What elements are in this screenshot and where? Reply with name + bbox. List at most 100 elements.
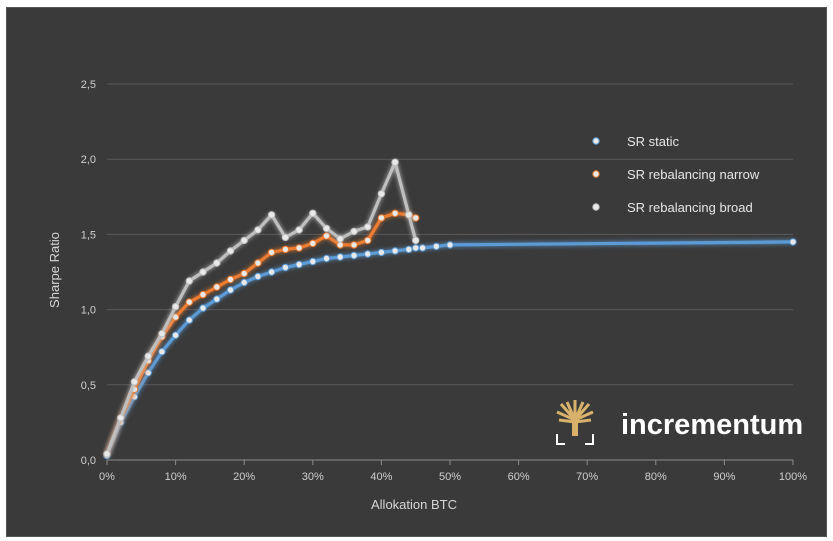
data-point: [336, 253, 344, 261]
gridlines: [107, 83, 793, 461]
x-tick-label: 0%: [99, 471, 115, 483]
y-tick-label: 0,0: [81, 455, 96, 467]
data-point: [144, 352, 152, 360]
y-tick-label: 0,5: [81, 380, 96, 392]
legend-item: SR static: [569, 134, 680, 149]
legend-swatch-marker: [592, 170, 600, 178]
data-point: [240, 278, 248, 287]
data-point: [213, 283, 221, 291]
data-point: [171, 313, 180, 321]
data-point: [213, 259, 221, 267]
legend-swatch-marker: [592, 203, 600, 211]
x-tick-label: 60%: [508, 471, 530, 483]
series-group: [103, 158, 797, 460]
data-point: [254, 272, 262, 281]
data-point: [267, 268, 276, 276]
x-tick-label: 40%: [370, 471, 392, 483]
data-point: [391, 209, 399, 218]
data-point: [364, 236, 372, 245]
data-point: [281, 233, 290, 242]
x-tick-label: 80%: [645, 471, 667, 483]
x-tick-label: 70%: [576, 471, 598, 483]
line-chart: 0,0 0,5 1,0 1,5 2,0 2,5 0% 10% 20% 30% 40% 50% 60% 70…: [47, 79, 808, 512]
axes: 0,0 0,5 1,0 1,5 2,0 2,5 0% 10% 20% 30% 40% 50% 60% 70…: [81, 79, 808, 483]
data-point: [405, 245, 413, 254]
data-point: [199, 268, 207, 276]
data-point: [117, 414, 125, 422]
y-tick-label: 2,0: [81, 154, 96, 166]
x-tick-label: 10%: [165, 471, 187, 483]
legend-item: SR rebalancing broad: [569, 200, 753, 215]
data-point: [364, 223, 372, 231]
data-point: [130, 378, 139, 386]
data-point: [391, 247, 399, 255]
y-axis-title: Sharpe Ratio: [47, 232, 62, 308]
data-point: [226, 247, 235, 255]
data-point: [295, 226, 303, 234]
data-point: [412, 236, 420, 245]
data-point: [350, 251, 358, 260]
legend-label: SR rebalancing narrow: [627, 167, 760, 182]
x-tick-label: 30%: [302, 471, 324, 483]
data-point: [377, 248, 386, 257]
data-point: [322, 232, 331, 240]
series-line: [105, 160, 418, 456]
data-point: [322, 224, 331, 233]
y-tick-label: 1,0: [81, 305, 96, 317]
series-3: [103, 158, 420, 458]
y-tick-label: 1,5: [81, 229, 96, 241]
data-point: [240, 236, 248, 245]
data-point: [185, 298, 194, 306]
x-tick-label: 20%: [233, 471, 255, 483]
data-point: [254, 259, 262, 267]
legend: SR static SR rebalancing narrow SR rebalan…: [569, 134, 760, 215]
data-point: [412, 244, 420, 252]
data-point: [295, 260, 303, 269]
brand-name: incrementum: [621, 409, 803, 441]
series-1: [103, 238, 797, 460]
data-point: [158, 348, 166, 356]
data-point: [789, 238, 797, 246]
data-point: [103, 450, 111, 458]
data-point: [418, 244, 427, 252]
x-tick-label: 50%: [439, 471, 461, 483]
data-point: [199, 304, 207, 312]
legend-swatch-marker: [592, 137, 600, 145]
data-point: [391, 158, 399, 166]
data-point: [226, 286, 235, 294]
brand-logo: incrementum: [556, 400, 803, 445]
x-tick-label: 90%: [713, 471, 735, 483]
data-point: [158, 330, 166, 338]
data-point: [144, 369, 152, 377]
data-point: [336, 241, 344, 249]
legend-label: SR static: [627, 134, 680, 149]
data-point: [350, 227, 358, 236]
data-point: [412, 214, 420, 222]
data-point: [171, 331, 180, 339]
data-point: [267, 248, 276, 257]
chart-container: 0,0 0,5 1,0 1,5 2,0 2,5 0% 10% 20% 30% 40% 50% 60% 70…: [6, 7, 827, 537]
data-point: [267, 211, 276, 219]
legend-label: SR rebalancing broad: [627, 200, 753, 215]
x-axis-title: Allokation BTC: [371, 497, 457, 512]
x-tick-label: 100%: [779, 471, 807, 483]
data-point: [309, 257, 317, 266]
data-point: [364, 250, 372, 258]
data-point: [295, 244, 303, 252]
legend-item: SR rebalancing narrow: [569, 167, 760, 182]
data-point: [281, 245, 290, 254]
data-point: [377, 190, 386, 198]
data-point: [432, 242, 440, 251]
data-point: [185, 316, 194, 324]
data-point: [322, 254, 331, 263]
data-point: [171, 302, 180, 311]
series-line: [105, 211, 418, 456]
data-point: [377, 214, 386, 222]
data-point: [199, 290, 207, 299]
series-2: [103, 209, 420, 458]
data-point: [281, 263, 290, 272]
data-point: [185, 277, 194, 285]
tree-logo-icon: [556, 400, 594, 445]
y-tick-label: 2,5: [81, 79, 96, 91]
data-point: [336, 235, 344, 243]
